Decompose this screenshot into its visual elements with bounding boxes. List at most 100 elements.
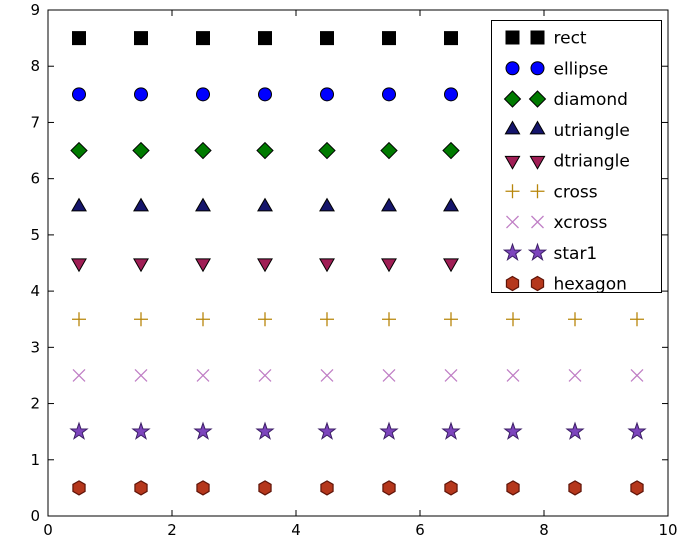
marker-hexagon (134, 480, 148, 496)
legend-marker-rect (530, 30, 545, 45)
marker-hexagon (568, 480, 582, 496)
y-tick-label: 5 (30, 226, 40, 244)
axes: 0 2 4 6 8 10 0 1 2 3 4 5 6 7 8 9 (30, 1, 677, 539)
x-tick-label: 0 (43, 521, 53, 539)
y-tick-label: 8 (30, 57, 40, 75)
marker-ellipse (320, 87, 334, 102)
marker-ellipse (134, 87, 148, 102)
legend-entry-hexagon: hexagon (505, 275, 627, 295)
marker-dtriangle (257, 258, 273, 273)
marker-rect (320, 31, 334, 46)
legend-label-dtriangle: dtriangle (554, 152, 630, 172)
marker-diamond (194, 141, 212, 160)
marker-ellipse (444, 87, 458, 102)
y-tick-label: 9 (30, 1, 40, 19)
marker-star1 (627, 421, 647, 440)
legend-marker-xcross (506, 215, 519, 229)
y-tick-label: 7 (30, 113, 40, 131)
marker-xcross (382, 368, 396, 382)
marker-cross (630, 312, 644, 327)
marker-xcross (568, 368, 582, 382)
x-tick-label: 10 (658, 521, 677, 539)
marker-star1 (131, 421, 151, 440)
legend-entry-star1: star1 (502, 242, 597, 264)
marker-diamond (256, 141, 274, 160)
marker-diamond (318, 141, 336, 160)
legend-entry-xcross: xcross (506, 213, 608, 233)
x-tick-label: 4 (291, 521, 301, 539)
legend-label-cross: cross (554, 182, 598, 202)
marker-dtriangle (319, 258, 335, 273)
marker-diamond (380, 141, 398, 160)
x-tick-label: 6 (415, 521, 425, 539)
legend-entry-cross: cross (505, 182, 598, 202)
legend-marker-star1 (527, 242, 548, 261)
marker-rect (134, 31, 148, 46)
legend-marker-cross (505, 184, 520, 199)
marker-dtriangle (381, 258, 397, 273)
legend-entry-rect: rect (505, 29, 587, 49)
marker-star1 (193, 421, 213, 440)
marker-utriangle (381, 197, 397, 212)
marker-xcross (134, 368, 148, 382)
legend-label-xcross: xcross (554, 213, 608, 233)
marker-xcross (196, 368, 210, 382)
legend-label-utriangle: utriangle (554, 121, 630, 141)
marker-utriangle (257, 197, 273, 212)
legend-marker-hexagon (505, 275, 520, 292)
marker-ellipse (258, 87, 272, 102)
marker-star1 (503, 421, 523, 440)
marker-utriangle (195, 197, 211, 212)
marker-star1 (317, 421, 337, 440)
marker-utriangle (133, 197, 149, 212)
legend-entry-dtriangle: dtriangle (504, 152, 630, 172)
legend-marker-diamond (528, 90, 547, 108)
legend-marker-star1 (502, 242, 523, 261)
y-tick-label: 4 (30, 282, 40, 300)
x-tick-label: 8 (539, 521, 549, 539)
legend-marker-dtriangle (504, 155, 521, 170)
marker-utriangle (71, 197, 87, 212)
legend-label-rect: rect (554, 29, 587, 49)
legend-entry-ellipse: ellipse (505, 59, 608, 79)
y-tick-label: 6 (30, 170, 40, 188)
marker-hexagon (630, 480, 644, 496)
legend-marker-ellipse (530, 61, 545, 76)
marker-cross (382, 312, 396, 327)
marker-diamond (70, 141, 88, 160)
marker-ellipse (382, 87, 396, 102)
marker-cross (320, 312, 334, 327)
marker-ellipse (72, 87, 86, 102)
marker-diamond (132, 141, 150, 160)
marker-star1 (379, 421, 399, 440)
legend-marker-cross (530, 184, 545, 199)
marker-ellipse (196, 87, 210, 102)
marker-hexagon (72, 480, 86, 496)
axes-frame (47, 9, 669, 517)
marker-star1 (255, 421, 275, 440)
legend-entry-diamond: diamond (503, 90, 628, 110)
marker-xcross (444, 368, 458, 382)
marker-rect (196, 31, 210, 46)
marker-rect (72, 31, 86, 46)
marker-cross (506, 312, 520, 327)
y-tick-label: 2 (30, 395, 40, 413)
x-tick-label: 2 (167, 521, 177, 539)
marker-hexagon (444, 480, 458, 496)
legend-marker-diamond (503, 90, 522, 108)
marker-xcross (258, 368, 272, 382)
marker-dtriangle (443, 258, 459, 273)
legend-marker-hexagon (530, 275, 545, 292)
legend-marker-xcross (531, 215, 544, 229)
legend-label-hexagon: hexagon (554, 275, 627, 295)
marker-hexagon (320, 480, 334, 496)
marker-xcross (72, 368, 86, 382)
marker-rect (382, 31, 396, 46)
legend-entry-utriangle: utriangle (504, 120, 630, 141)
marker-hexagon (196, 480, 210, 496)
legend-marker-utriangle (529, 120, 546, 135)
marker-utriangle (443, 197, 459, 212)
y-tick-label: 3 (30, 338, 40, 356)
